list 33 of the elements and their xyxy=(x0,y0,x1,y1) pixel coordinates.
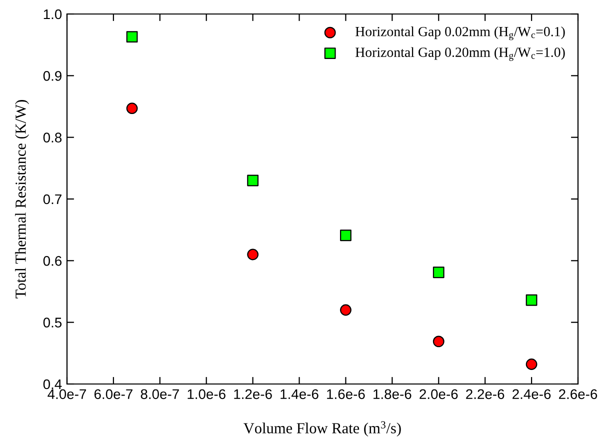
y-tick-label: 0.7 xyxy=(43,194,62,204)
point xyxy=(526,358,538,370)
point xyxy=(126,102,138,114)
x-tick-label: 1.8e-6 xyxy=(374,389,412,400)
point xyxy=(526,294,538,306)
y-tick-label: 0.9 xyxy=(43,71,62,81)
point xyxy=(340,230,352,242)
y-tick-label: 1.0 xyxy=(44,9,62,20)
point xyxy=(340,304,352,316)
point xyxy=(432,266,444,278)
y-tick-label: 0.4 xyxy=(43,379,62,390)
x-tick-label: 6.0e-7 xyxy=(94,389,132,400)
x-tick-label: 2.4e-6 xyxy=(512,389,551,400)
point xyxy=(247,248,259,260)
point xyxy=(126,31,138,43)
y-tick-label: 0.6 xyxy=(43,256,62,266)
x-tick-label: 1.0e-6 xyxy=(188,389,226,400)
point xyxy=(432,336,444,348)
y-tick-label: 0.5 xyxy=(43,318,62,328)
x-tick-label: 2.6e-6 xyxy=(559,389,598,400)
y-tick-label: 0.8 xyxy=(43,132,62,143)
y-axis-title: Total Thermal Resistance (K/W) xyxy=(15,100,29,298)
x-tick-label: 2.0e-6 xyxy=(420,389,458,400)
legend-label: Horizontal Gap 0.02mm (H$_{g}$/W$_{c}$=0.1) xyxy=(355,26,565,40)
legend-label: Horizontal Gap 0.20mm (H$_{g}$/W$_{c}$=1.0) xyxy=(355,47,565,61)
x-tick-label: 1.2e-6 xyxy=(234,389,272,400)
x-tick-label: 2.2e-6 xyxy=(466,389,504,400)
x-tick-label: 8.0e-7 xyxy=(140,389,179,400)
x-tick-label: 1.4e-6 xyxy=(280,389,318,400)
x-axis-title: Volume Flow Rate (m$^{3}$/s) xyxy=(244,421,401,436)
x-tick-label: 1.6e-6 xyxy=(327,389,365,400)
x-tick-label: 4.0e-7 xyxy=(48,389,86,400)
point xyxy=(247,174,259,186)
